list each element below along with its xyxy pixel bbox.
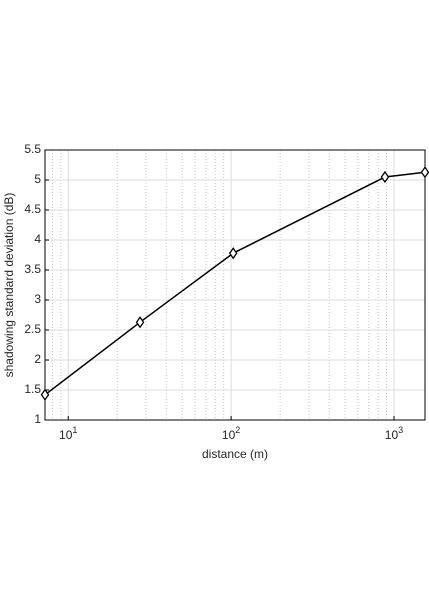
- y-tick-label: 4: [34, 232, 41, 246]
- y-tick-label: 2: [34, 352, 41, 366]
- marker: [380, 170, 390, 184]
- y-tick-label: 4.5: [24, 202, 41, 216]
- line: [44, 171, 426, 396]
- y-tick-label: 3.5: [24, 262, 41, 276]
- y-tick-label: 5.5: [24, 142, 41, 156]
- marker: [420, 166, 429, 179]
- marker: [40, 388, 50, 401]
- y-axis-label: shadowing standard deviation (dB): [2, 193, 16, 378]
- x-tick-label: 101: [59, 425, 77, 442]
- y-tick-label: 1: [34, 412, 41, 426]
- y-tick-label: 3: [34, 292, 41, 306]
- x-axis-label: distance (m): [202, 447, 268, 461]
- x-tick-label: 102: [222, 425, 240, 442]
- marker: [135, 316, 145, 329]
- y-tick-label: 5: [34, 172, 41, 186]
- y-tick-label: 2.5: [24, 322, 41, 336]
- plot-frame: [44, 149, 426, 421]
- x-tick-label: 103: [385, 425, 403, 442]
- y-tick-label: 1.5: [24, 382, 41, 396]
- marker: [228, 247, 238, 260]
